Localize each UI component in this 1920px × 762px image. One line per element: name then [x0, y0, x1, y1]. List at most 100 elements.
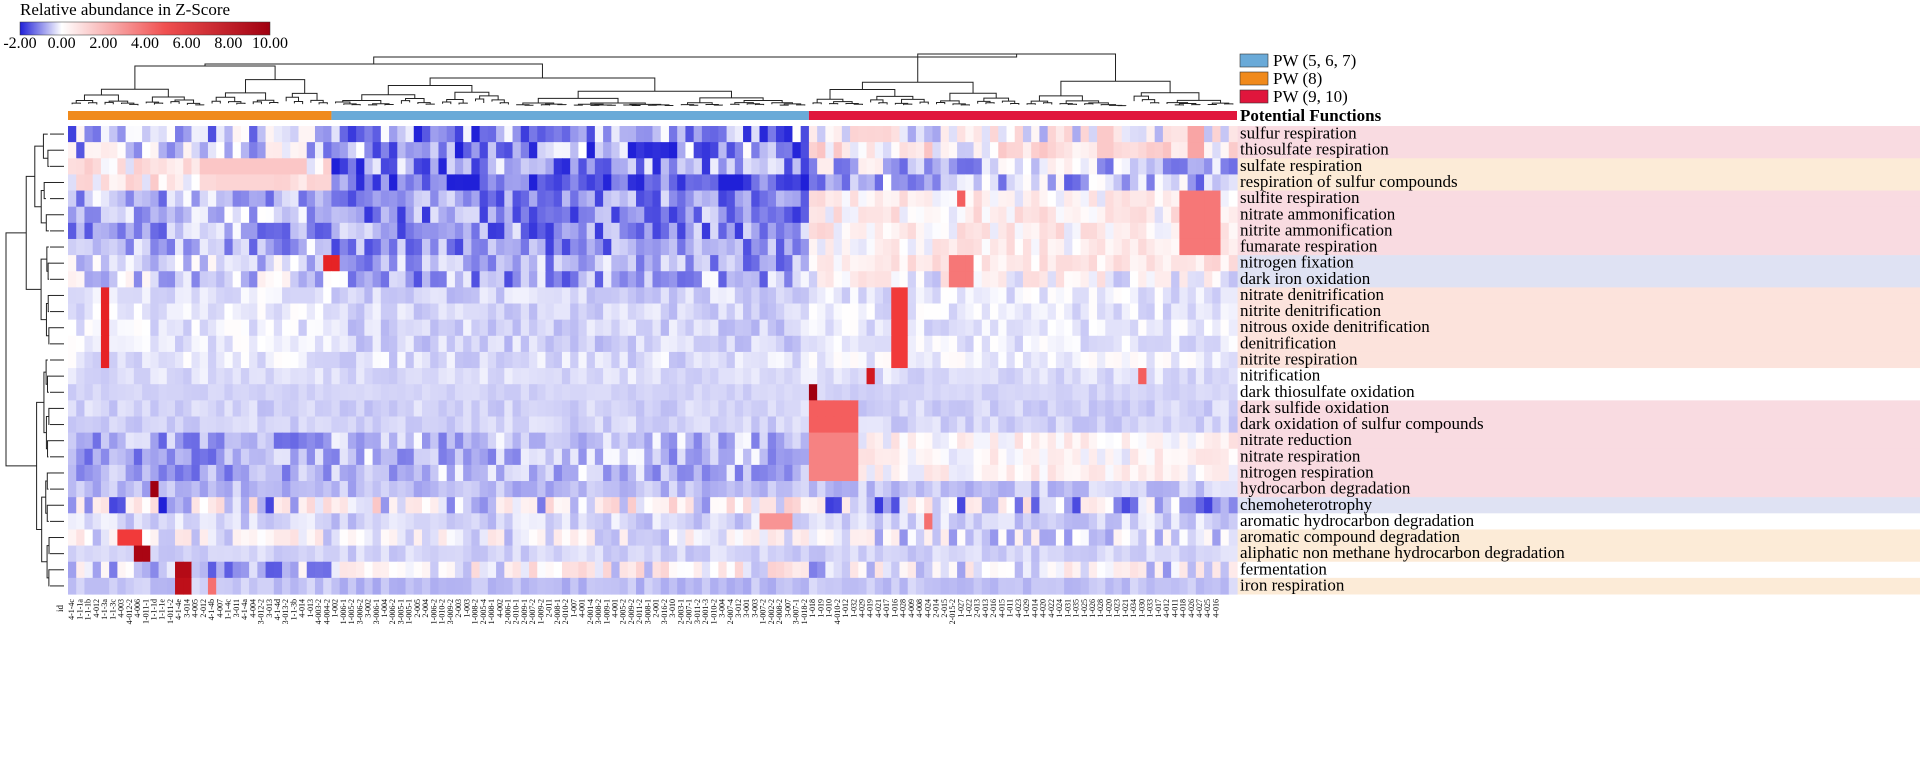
heatmap-cell — [561, 238, 571, 256]
heatmap-cell — [817, 142, 826, 159]
heatmap-cell — [957, 400, 966, 418]
heatmap-cell — [561, 529, 571, 547]
heatmap-cell — [232, 255, 242, 272]
heatmap-cell — [471, 513, 481, 531]
heatmap-cell — [800, 190, 810, 208]
heatmap-cell — [257, 190, 267, 208]
heatmap-cell — [282, 529, 291, 547]
row-label: denitrification — [1240, 333, 1337, 352]
heatmap-cell — [380, 481, 390, 498]
heatmap-cell — [874, 222, 884, 240]
heatmap-cell — [841, 432, 851, 450]
heatmap-cell — [660, 351, 670, 369]
heatmap-cell — [117, 481, 127, 498]
heatmap-cell — [199, 126, 209, 143]
heatmap-cell — [981, 545, 991, 563]
heatmap-cell — [644, 206, 654, 224]
heatmap-cell — [1113, 400, 1123, 418]
heatmap-cell — [685, 529, 695, 547]
heatmap-cell — [454, 142, 464, 159]
heatmap-cell — [808, 481, 818, 498]
heatmap-cell — [529, 351, 538, 369]
heatmap-cell — [693, 271, 703, 288]
heatmap-cell — [973, 432, 983, 450]
heatmap-cell — [323, 513, 333, 531]
heatmap-cell — [652, 368, 662, 385]
heatmap-cell — [611, 206, 621, 224]
heatmap-cell — [817, 126, 826, 143]
heatmap-cell — [1204, 529, 1213, 547]
heatmap-cell — [1080, 222, 1090, 240]
heatmap-cell — [998, 287, 1008, 305]
heatmap-cell — [537, 206, 547, 224]
heatmap-cell — [232, 206, 242, 224]
heatmap-cell — [1187, 513, 1197, 531]
heatmap-cell — [339, 384, 349, 401]
heatmap-cell — [100, 481, 110, 498]
heatmap-cell — [924, 513, 934, 531]
heatmap-cell — [734, 464, 744, 482]
heatmap-cell — [915, 158, 925, 176]
heatmap-cell — [109, 271, 118, 288]
heatmap-cell — [430, 481, 440, 498]
heatmap-cell — [438, 368, 448, 385]
heatmap-cell — [1162, 158, 1172, 176]
heatmap-cell — [224, 464, 234, 482]
heatmap-cell — [570, 464, 580, 482]
heatmap-cell — [389, 529, 398, 547]
column-label: 2-006-1 — [503, 599, 512, 624]
heatmap-cell — [924, 222, 934, 240]
heatmap-cell — [957, 561, 966, 579]
heatmap-cell — [553, 432, 563, 450]
heatmap-cell — [578, 384, 588, 401]
heatmap-cell — [841, 577, 851, 595]
heatmap-cell — [767, 238, 777, 256]
heatmap-cell — [784, 174, 794, 192]
heatmap-cell — [948, 222, 958, 240]
heatmap-cell — [1187, 464, 1197, 482]
heatmap-cell — [306, 126, 316, 143]
column-label: 3-003 — [750, 599, 759, 618]
heatmap-cell — [1064, 464, 1073, 482]
heatmap-cell — [487, 126, 497, 143]
heatmap-cell — [553, 303, 563, 321]
heatmap-cell — [133, 416, 143, 434]
heatmap-cell — [471, 319, 481, 337]
heatmap-cell — [1006, 335, 1016, 353]
heatmap-cell — [611, 255, 621, 272]
heatmap-cell — [578, 416, 588, 434]
heatmap-cell — [767, 206, 777, 224]
heatmap-cell — [125, 158, 135, 176]
heatmap-cell — [701, 481, 711, 498]
heatmap-cell — [1047, 400, 1057, 418]
heatmap-cell — [627, 384, 637, 401]
colorscale-tick: 0.00 — [48, 35, 76, 52]
dendro-branch — [771, 102, 793, 105]
heatmap-cell — [718, 287, 728, 305]
heatmap-cell — [1121, 416, 1131, 434]
heatmap-cell — [438, 481, 448, 498]
heatmap-cell — [570, 432, 580, 450]
heatmap-cell — [874, 448, 884, 466]
heatmap-cell — [965, 432, 975, 450]
heatmap-cell — [759, 287, 769, 305]
heatmap-cell — [438, 464, 448, 482]
heatmap-cell — [125, 335, 135, 353]
heatmap-cell — [183, 271, 193, 288]
heatmap-cell — [850, 368, 859, 385]
heatmap-cell — [323, 448, 333, 466]
heatmap-cell — [1220, 497, 1230, 514]
heatmap-cell — [545, 190, 555, 208]
heatmap-cell — [940, 351, 950, 369]
heatmap-cell — [364, 255, 374, 272]
heatmap-cell — [257, 255, 267, 272]
heatmap-cell — [438, 384, 448, 401]
heatmap-cell — [726, 384, 736, 401]
heatmap-cell — [175, 384, 184, 401]
heatmap-cell — [800, 384, 810, 401]
heatmap-cell — [1212, 481, 1222, 498]
heatmap-cell — [718, 513, 728, 531]
heatmap-cell — [644, 158, 654, 176]
heatmap-cell — [356, 448, 365, 466]
heatmap-cell — [1228, 513, 1238, 531]
